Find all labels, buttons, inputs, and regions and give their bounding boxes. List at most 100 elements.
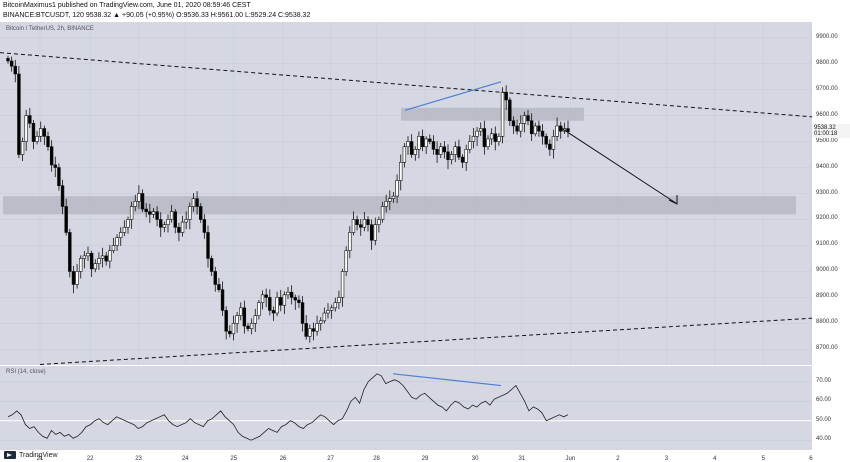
candle: [24, 115, 28, 142]
rsi-divergence-line: [392, 373, 502, 387]
candle: [329, 307, 334, 311]
time-tick-label: 4: [713, 456, 717, 462]
time-tick-label: Jun: [565, 456, 576, 462]
candle: [104, 255, 108, 262]
candle: [46, 136, 50, 148]
candle: [49, 146, 54, 166]
candle: [89, 252, 94, 270]
candle: [249, 323, 254, 329]
candle: [348, 232, 352, 251]
candle: [39, 128, 43, 137]
candle: [75, 271, 79, 285]
candle: [148, 211, 152, 215]
candle: [6, 58, 10, 62]
candle: [308, 328, 312, 337]
candle: [439, 146, 443, 155]
price-tick-label: 8900.00: [816, 293, 838, 300]
candle: [526, 115, 530, 122]
candle: [533, 125, 537, 135]
candle: [293, 297, 297, 301]
time-tick-label: 29: [421, 456, 429, 462]
candle: [137, 193, 141, 202]
time-tick-label: 26: [279, 456, 287, 462]
rsi-chart-svg[interactable]: [0, 366, 812, 450]
candle: [35, 136, 39, 142]
candle: [366, 219, 370, 225]
candle: [173, 211, 177, 228]
candle: [68, 232, 72, 272]
candle: [319, 320, 323, 324]
symbol-ohlc-line: BINANCE:BTCUSDT, 120 9538.32 ▲ +90.05 (+…: [3, 12, 311, 19]
candle: [300, 302, 305, 324]
candle: [220, 289, 225, 311]
candle: [402, 146, 407, 163]
brand-name: TradingView: [19, 451, 58, 459]
candle: [315, 323, 319, 332]
candle: [409, 141, 414, 155]
candle: [122, 226, 127, 233]
candle: [395, 180, 399, 197]
price-divergence-line: [404, 81, 502, 111]
candle: [559, 125, 563, 132]
candle: [42, 128, 47, 137]
tradingview-logo[interactable]: TradingView: [4, 451, 58, 459]
candle: [537, 125, 541, 132]
price-tick-label: 8800.00: [816, 319, 838, 326]
chart-area[interactable]: Bitcoin / TetherUS, 2h, BINANCE RSI (14,…: [0, 22, 850, 462]
candle: [17, 73, 21, 155]
candle: [504, 91, 508, 101]
price-chart-svg[interactable]: [0, 22, 812, 365]
candle: [213, 271, 217, 285]
rsi-tick-label: 60.00: [816, 397, 832, 404]
candle: [133, 200, 137, 207]
candle: [239, 307, 243, 316]
candle: [289, 291, 294, 298]
candle: [271, 310, 276, 314]
candle: [97, 258, 101, 264]
candle: [428, 138, 432, 142]
candle: [377, 219, 381, 225]
candle: [322, 312, 327, 322]
candle: [482, 128, 487, 148]
candle: [431, 141, 436, 150]
candle: [202, 219, 207, 233]
candle: [304, 323, 308, 337]
candle: [388, 198, 392, 202]
rsi-pane[interactable]: RSI (14, close): [0, 366, 812, 450]
candle: [493, 133, 497, 142]
price-pane[interactable]: Bitcoin / TetherUS, 2h, BINANCE: [0, 22, 812, 365]
candle: [555, 125, 559, 137]
candle: [64, 206, 68, 233]
publication-header: BitcoinMaximus1 published on TradingView…: [0, 0, 850, 22]
candle: [475, 130, 479, 137]
candle: [228, 330, 232, 335]
candle: [9, 60, 14, 67]
candle: [184, 219, 188, 223]
candle: [508, 99, 512, 122]
candle: [235, 315, 239, 324]
candle: [111, 245, 116, 251]
rsi-tick-label: 50.00: [816, 416, 832, 423]
candle: [264, 294, 268, 298]
candle: [191, 198, 196, 207]
candle: [424, 138, 428, 148]
candle: [268, 297, 272, 311]
candle: [166, 219, 170, 225]
candle: [369, 224, 374, 241]
price-tick-label: 9200.00: [816, 215, 838, 222]
candle: [468, 141, 472, 150]
candle: [486, 138, 490, 148]
candle: [126, 219, 130, 228]
candle: [217, 284, 221, 290]
candle: [86, 252, 90, 257]
candle: [155, 211, 159, 220]
candle: [406, 141, 410, 148]
candle: [71, 271, 76, 285]
candle: [380, 206, 385, 220]
time-tick-label: 5: [761, 456, 765, 462]
price-tick-label: 9900.00: [816, 33, 838, 40]
candle: [449, 154, 454, 161]
candle: [275, 297, 279, 314]
candle: [522, 115, 527, 124]
candle: [257, 302, 261, 316]
